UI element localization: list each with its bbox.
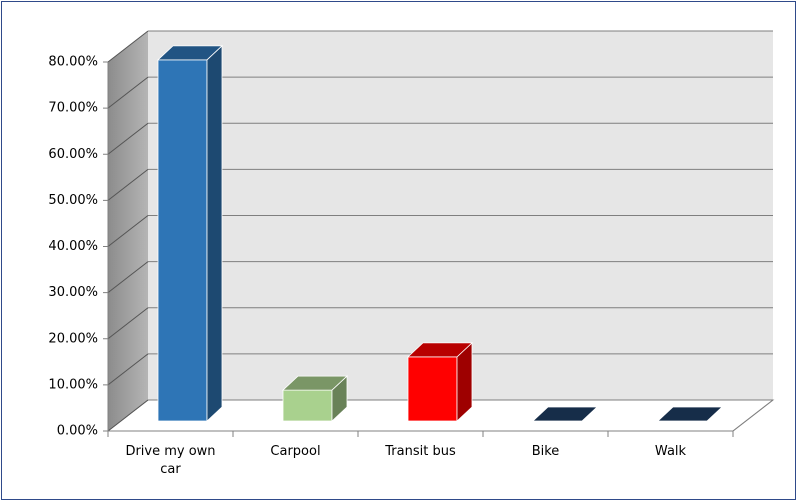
bar bbox=[531, 406, 599, 422]
y-tick-label: 60.00% bbox=[48, 147, 98, 162]
y-tick-label: 70.00% bbox=[48, 101, 98, 116]
x-tick-label: Drive my own car bbox=[125, 444, 216, 477]
side-grid-line bbox=[107, 122, 149, 155]
x-tick-label: Bike bbox=[531, 444, 560, 459]
x-tick-label: Carpool bbox=[270, 444, 321, 459]
side-grid-line bbox=[107, 307, 149, 340]
side-grid-line bbox=[107, 353, 149, 386]
x-tick-label: Walk bbox=[654, 444, 687, 459]
x-axis-depth bbox=[732, 399, 774, 432]
y-tick-label: 10.00% bbox=[48, 377, 98, 392]
bar bbox=[406, 341, 474, 422]
bar-top bbox=[281, 375, 349, 391]
side-grid-line bbox=[107, 399, 149, 432]
side-grid-line bbox=[107, 30, 149, 63]
bar-front bbox=[157, 59, 208, 422]
bar-front bbox=[407, 356, 458, 422]
side-grid-line bbox=[107, 215, 149, 247]
x-tick-label: Transit bus bbox=[385, 444, 456, 459]
side-grid-line bbox=[107, 261, 149, 294]
y-tick-label: 0.00% bbox=[57, 424, 98, 439]
y-tick-label: 20.00% bbox=[48, 331, 98, 346]
bar-top bbox=[531, 406, 599, 422]
bar bbox=[656, 406, 724, 422]
y-tick-label: 50.00% bbox=[48, 193, 98, 208]
bar-top bbox=[656, 406, 724, 422]
bar bbox=[281, 375, 349, 422]
bar-top bbox=[406, 342, 474, 358]
y-tick-label: 80.00% bbox=[48, 55, 98, 70]
bar-front bbox=[282, 389, 333, 422]
bar bbox=[156, 44, 224, 422]
bar-top bbox=[156, 45, 224, 61]
side-grid-line bbox=[107, 76, 149, 109]
y-tick-label: 30.00% bbox=[48, 285, 98, 300]
side-grid-line bbox=[107, 168, 149, 201]
y-tick-label: 40.00% bbox=[48, 239, 98, 254]
bar-side bbox=[206, 44, 223, 422]
